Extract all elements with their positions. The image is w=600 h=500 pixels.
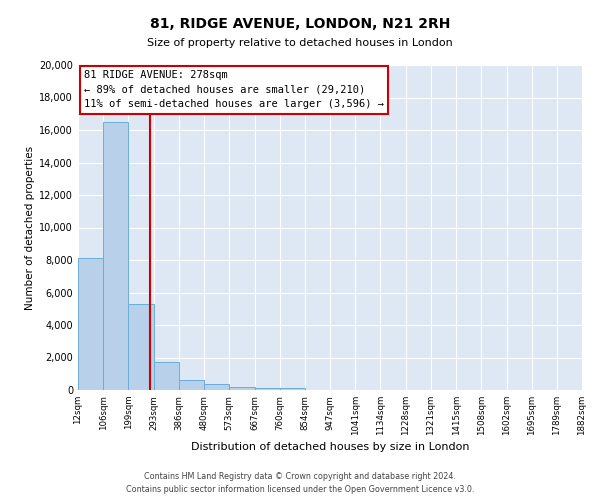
Bar: [280, 388, 305, 390]
Bar: [103, 122, 128, 390]
Bar: [78, 258, 103, 390]
Bar: [254, 388, 280, 390]
Text: 81 RIDGE AVENUE: 278sqm
← 89% of detached houses are smaller (29,210)
11% of sem: 81 RIDGE AVENUE: 278sqm ← 89% of detache…: [84, 70, 384, 110]
Bar: [179, 380, 204, 390]
Text: 81, RIDGE AVENUE, LONDON, N21 2RH: 81, RIDGE AVENUE, LONDON, N21 2RH: [150, 18, 450, 32]
Text: Size of property relative to detached houses in London: Size of property relative to detached ho…: [147, 38, 453, 48]
Text: Contains HM Land Registry data © Crown copyright and database right 2024.
Contai: Contains HM Land Registry data © Crown c…: [126, 472, 474, 494]
Bar: [154, 362, 179, 390]
Bar: [128, 304, 154, 390]
Bar: [204, 384, 229, 390]
Bar: [229, 387, 254, 390]
Y-axis label: Number of detached properties: Number of detached properties: [25, 146, 35, 310]
X-axis label: Distribution of detached houses by size in London: Distribution of detached houses by size …: [191, 442, 469, 452]
